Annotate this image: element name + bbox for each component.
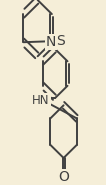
Text: O: O bbox=[58, 170, 69, 184]
Text: HN: HN bbox=[32, 94, 50, 107]
Text: N: N bbox=[46, 35, 56, 49]
Text: S: S bbox=[57, 34, 65, 48]
